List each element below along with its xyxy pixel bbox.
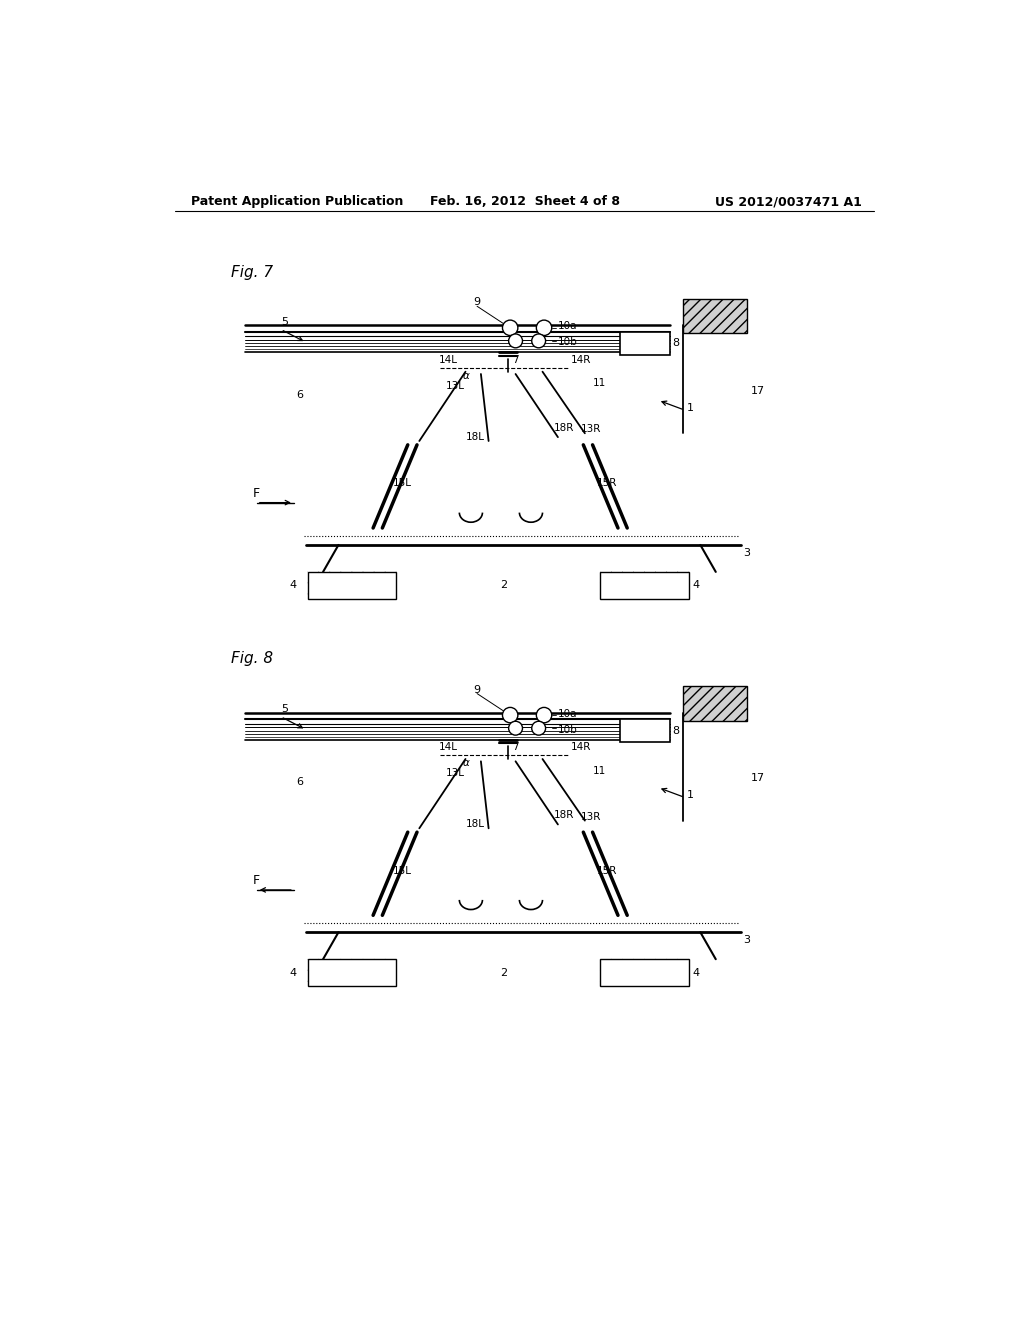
Text: 18L: 18L (466, 432, 484, 442)
Bar (620, 719, 670, 742)
Circle shape (503, 319, 518, 335)
Text: 1: 1 (687, 791, 694, 800)
Text: 17: 17 (751, 774, 765, 783)
Bar (600, 960, 689, 986)
Text: Feb. 16, 2012  Sheet 4 of 8: Feb. 16, 2012 Sheet 4 of 8 (430, 195, 620, 209)
Text: 10a: 10a (558, 321, 578, 331)
Text: 13L: 13L (446, 380, 465, 391)
Text: 15R: 15R (596, 478, 616, 488)
Text: 11: 11 (593, 379, 606, 388)
Text: 1: 1 (687, 403, 694, 413)
Text: 15L: 15L (392, 866, 412, 875)
Text: 10b: 10b (558, 725, 578, 735)
Text: 10b: 10b (558, 338, 578, 347)
Text: 3: 3 (742, 935, 750, 945)
Text: 14R: 14R (571, 742, 592, 752)
Text: F: F (253, 487, 260, 500)
Text: 13R: 13R (581, 812, 601, 822)
Bar (307, 572, 396, 599)
Text: 9: 9 (473, 685, 480, 694)
Text: 5: 5 (281, 317, 288, 326)
Circle shape (509, 721, 522, 735)
Text: 10a: 10a (558, 709, 578, 718)
Text: 14L: 14L (438, 742, 458, 752)
Text: 4: 4 (692, 581, 699, 590)
Text: 4: 4 (692, 968, 699, 978)
Circle shape (503, 708, 518, 723)
Bar (600, 572, 689, 599)
Circle shape (531, 334, 546, 348)
Text: 18L: 18L (466, 820, 484, 829)
Text: 8: 8 (672, 338, 679, 348)
Text: 5: 5 (281, 704, 288, 714)
Text: α: α (463, 758, 470, 768)
Text: 17: 17 (751, 385, 765, 396)
Text: Patent Application Publication: Patent Application Publication (190, 195, 403, 209)
Bar (683, 686, 746, 721)
Text: 8: 8 (672, 726, 679, 735)
Text: US 2012/0037471 A1: US 2012/0037471 A1 (715, 195, 862, 209)
Text: 4: 4 (290, 581, 297, 590)
Text: Fig. 8: Fig. 8 (230, 651, 272, 667)
Text: 7: 7 (512, 742, 518, 752)
Text: 18R: 18R (554, 810, 574, 820)
Text: 9: 9 (473, 297, 480, 308)
Text: 14L: 14L (438, 355, 458, 366)
Bar (683, 298, 746, 333)
Bar (620, 331, 670, 355)
Text: 14R: 14R (571, 355, 592, 366)
Circle shape (531, 721, 546, 735)
Text: 6: 6 (296, 777, 303, 787)
Circle shape (537, 708, 552, 723)
Text: Fig. 7: Fig. 7 (230, 265, 272, 280)
Text: 3: 3 (742, 548, 750, 557)
Text: F: F (253, 874, 260, 887)
Text: α: α (463, 371, 470, 380)
Text: 15L: 15L (392, 478, 412, 488)
Text: 13R: 13R (581, 425, 601, 434)
Text: 6: 6 (296, 389, 303, 400)
Text: 18R: 18R (554, 422, 574, 433)
Bar (307, 960, 396, 986)
Text: 7: 7 (512, 355, 518, 366)
Circle shape (509, 334, 522, 348)
Text: 4: 4 (290, 968, 297, 978)
Text: 2: 2 (501, 581, 508, 590)
Text: 11: 11 (593, 766, 606, 776)
Circle shape (537, 319, 552, 335)
Text: 2: 2 (501, 968, 508, 978)
Text: 13L: 13L (446, 768, 465, 777)
Text: 15R: 15R (596, 866, 616, 875)
